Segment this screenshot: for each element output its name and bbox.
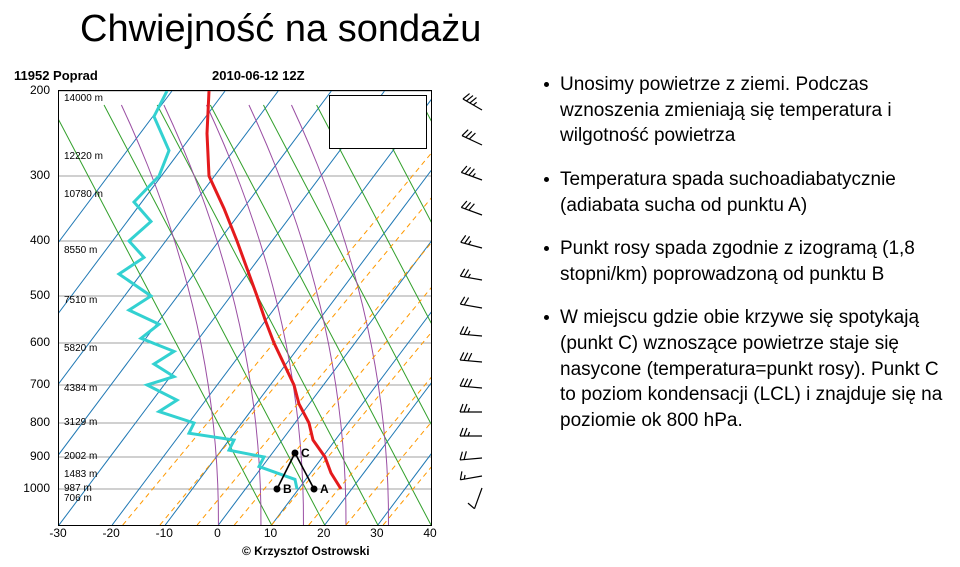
wind-svg	[452, 90, 512, 524]
altitude-label: 14000 m	[64, 93, 103, 104]
altitude-label: 3129 m	[64, 417, 97, 428]
x-tick-label: -20	[102, 526, 119, 540]
station-label: 11952 Poprad	[14, 68, 98, 83]
bullet-item: W miejscu gdzie obie krzywe się spotykaj…	[544, 305, 948, 433]
x-tick-label: 20	[317, 526, 330, 540]
page-title: Chwiejność na sondażu	[80, 8, 481, 51]
date-label: 2010-06-12 12Z	[212, 68, 305, 83]
altitude-label: 7510 m	[64, 295, 97, 306]
altitude-label: 706 m	[64, 493, 92, 504]
altitude-label: 2002 m	[64, 451, 97, 462]
y-tick-label: 1000	[20, 481, 50, 495]
svg-text:B: B	[283, 482, 292, 496]
altitude-label: 1483 m	[64, 469, 97, 480]
y-tick-label: 900	[20, 449, 50, 463]
x-tick-label: 10	[264, 526, 277, 540]
legend-box	[329, 95, 427, 149]
skewt-chart: 11952 Poprad 2010-06-12 12Z ABC 20030040…	[12, 68, 532, 563]
altitude-label: 10780 m	[64, 189, 103, 200]
plot-area: A B C	[58, 90, 432, 526]
wind-barb-column	[452, 90, 512, 524]
y-tick-label: 700	[20, 377, 50, 391]
x-tick-label: -10	[156, 526, 173, 540]
y-tick-label: 800	[20, 415, 50, 429]
y-tick-label: 400	[20, 233, 50, 247]
x-tick-label: 30	[370, 526, 383, 540]
y-tick-label: 200	[20, 83, 50, 97]
altitude-label: 5820 m	[64, 343, 97, 354]
y-tick-label: 600	[20, 335, 50, 349]
altitude-label: 12220 m	[64, 151, 103, 162]
svg-text:C: C	[301, 446, 310, 460]
altitude-label: 8550 m	[64, 245, 97, 256]
bullet-item: Unosimy powietrze z ziemi. Podczas wznos…	[544, 72, 948, 149]
y-tick-label: 300	[20, 168, 50, 182]
skewt-svg: A B C	[59, 91, 431, 525]
x-tick-label: -30	[49, 526, 66, 540]
chart-credit: © Krzysztof Ostrowski	[242, 544, 370, 558]
x-tick-label: 40	[423, 526, 436, 540]
y-tick-label: 500	[20, 288, 50, 302]
bullet-item: Temperatura spada suchoadiabatycznie (ad…	[544, 167, 948, 218]
x-tick-label: 0	[214, 526, 221, 540]
altitude-label: 4384 m	[64, 383, 97, 394]
bullet-list: Unosimy powietrze z ziemi. Podczas wznos…	[538, 72, 948, 452]
bullet-item: Punkt rosy spada zgodnie z izogramą (1,8…	[544, 236, 948, 287]
svg-text:A: A	[320, 482, 329, 496]
